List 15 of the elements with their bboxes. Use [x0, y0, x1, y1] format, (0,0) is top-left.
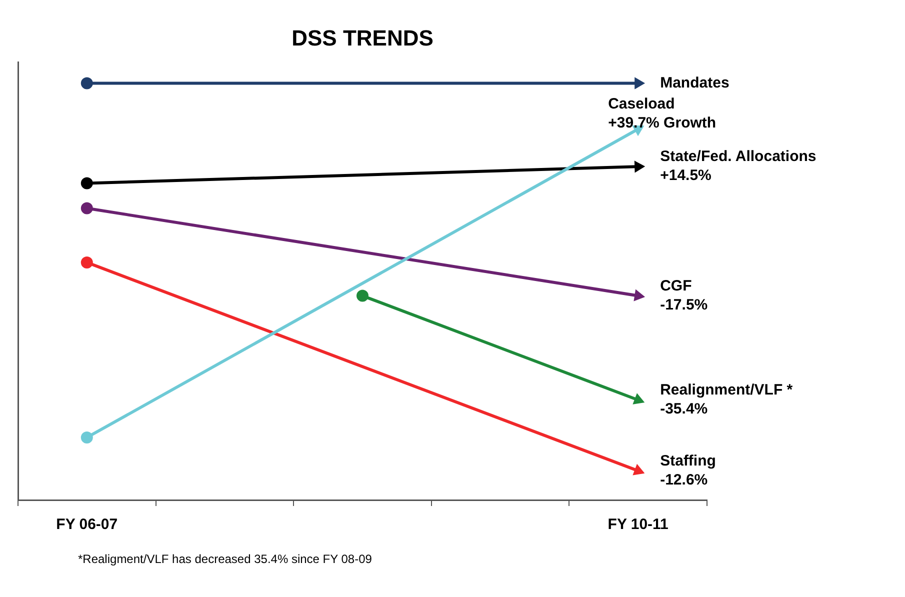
series-label: CGF -17.5% [660, 277, 708, 314]
series-label: Realignment/VLF * -35.4% [660, 382, 793, 418]
point [80, 256, 93, 268]
point [356, 290, 368, 302]
series-label: Mandates [660, 74, 730, 92]
point [80, 431, 93, 444]
x-tick-label: FY 10-11 [608, 516, 668, 534]
x-tick-label: FY 06-07 [56, 516, 118, 534]
text: *Realigment/VLF has decreased 35.4% since FY 08-09 [78, 552, 373, 566]
chart-title: DSS TRENDS [292, 25, 434, 50]
point [80, 177, 93, 190]
series-label: Staffing -12.6% [660, 452, 716, 488]
point [80, 202, 93, 214]
point [80, 77, 93, 90]
series-label: State/Fed. Allocations +14.5% [660, 148, 816, 184]
